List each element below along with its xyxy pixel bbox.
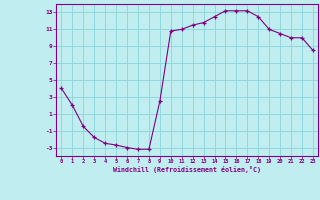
X-axis label: Windchill (Refroidissement éolien,°C): Windchill (Refroidissement éolien,°C) [113,166,261,173]
